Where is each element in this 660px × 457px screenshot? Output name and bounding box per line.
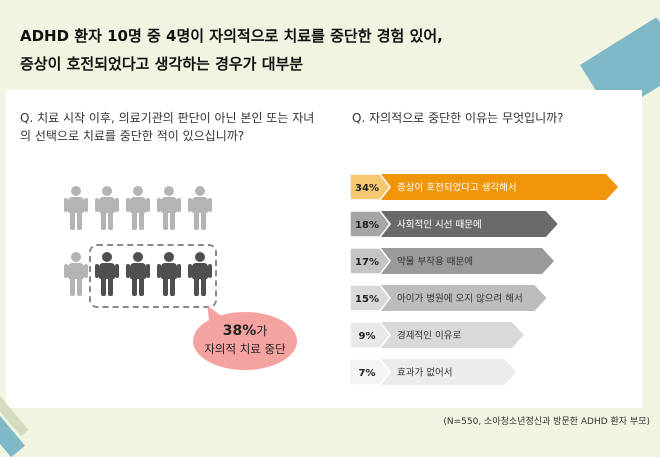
reasons-bar-chart: 34% 증상이 호전되었다고 생각해서 18% 사회적인 시선 때문에 17% 약물 부작… [349, 173, 618, 386]
highlight-dashed-box [89, 244, 217, 308]
value-badge [349, 321, 391, 349]
bar [350, 359, 517, 385]
data-label: 18% [355, 220, 379, 231]
bar [350, 285, 547, 311]
value-badge [349, 284, 391, 312]
left-question: Q. 치료 시작 이후, 의료기관의 판단이 아닌 본인 또는 자녀의 선택으로… [20, 111, 315, 143]
bar-row: 15% 아이가 병원에 오지 않으려 해서 [349, 284, 547, 312]
callout-desc: 자의적 치료 중단 [204, 342, 286, 356]
category-label: 아이가 병원에 오지 않으려 해서 [397, 293, 523, 305]
data-label: 9% [359, 331, 376, 342]
bar-row: 18% 사회적인 시선 때문에 [349, 210, 558, 238]
data-label: 15% [355, 294, 379, 305]
category-label: 약물 부작용 때문에 [397, 256, 473, 268]
headline: ADHD 환자 10명 중 4명이 자의적으로 치료를 중단한 경험 있어, 증… [20, 22, 620, 78]
bar [350, 322, 524, 348]
value-badge [349, 358, 391, 386]
data-label: 17% [355, 257, 379, 268]
footnote: (N=550, 소아청소년정신과 방문한 ADHD 환자 부모) [443, 417, 650, 427]
person-icon [188, 252, 212, 296]
bar-row: 7% 효과가 없어서 [349, 358, 517, 386]
person-icon [126, 252, 150, 296]
category-label: 경제적인 이유로 [397, 330, 461, 342]
bar-row: 17% 약물 부작용 때문에 [349, 247, 554, 275]
category-label: 사회적인 시선 때문에 [397, 219, 482, 231]
bar-row: 34% 증상이 호전되었다고 생각해서 [349, 173, 618, 201]
headline-line-2: 증상이 호전되었다고 생각하는 경우가 대부분 [20, 55, 304, 73]
person-icon [126, 186, 150, 230]
callout-pct: 38% [222, 323, 257, 339]
person-icon [157, 186, 181, 230]
value-badge [349, 173, 391, 201]
data-label: 7% [359, 368, 376, 379]
headline-line-1: ADHD 환자 10명 중 4명이 자의적으로 치료를 중단한 경험 있어, [20, 27, 443, 45]
person-icon [95, 252, 119, 296]
callout-bubble: 38%가 자의적 치료 중단 [193, 312, 297, 370]
person-icon [64, 186, 88, 230]
callout-pct-line: 38%가 [193, 322, 297, 339]
right-question: Q. 자의적으로 중단한 이유는 무엇입니까? [352, 111, 564, 125]
data-label: 34% [355, 183, 379, 194]
bar-row: 9% 경제적인 이유로 [349, 321, 524, 349]
person-icon [188, 186, 212, 230]
person-icon [157, 252, 181, 296]
category-label: 증상이 호전되었다고 생각해서 [397, 182, 517, 194]
bar [350, 248, 554, 274]
value-badge [349, 210, 391, 238]
bar [350, 174, 618, 200]
callout-suffix: 가 [256, 324, 268, 338]
person-icon [64, 252, 88, 296]
person-icon [95, 186, 119, 230]
value-badge [349, 247, 391, 275]
category-label: 효과가 없어서 [397, 367, 452, 379]
bar [350, 211, 558, 237]
